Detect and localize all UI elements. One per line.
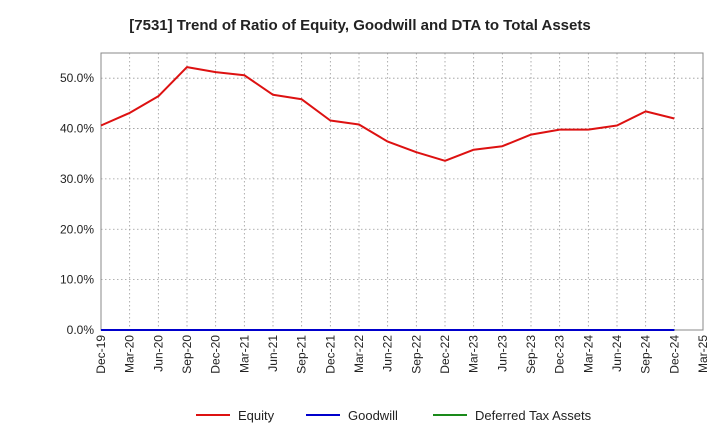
series-line-equity bbox=[100, 66, 675, 162]
series-group bbox=[100, 66, 675, 331]
legend-label-goodwill: Goodwill bbox=[348, 408, 398, 423]
x-tick-label: Mar-25 bbox=[696, 335, 710, 373]
legend-label-deferred-tax-assets: Deferred Tax Assets bbox=[475, 408, 592, 423]
y-tick-label: 50.0% bbox=[60, 71, 94, 85]
chart-title: [7531] Trend of Ratio of Equity, Goodwil… bbox=[129, 17, 590, 34]
x-tick-label: Mar-23 bbox=[467, 335, 481, 373]
x-tick-label: Sep-24 bbox=[639, 335, 653, 374]
x-tick-label: Dec-24 bbox=[667, 335, 681, 374]
x-tick-label: Dec-23 bbox=[553, 335, 567, 374]
x-axis: Dec-19 Mar-20 Jun-20 Sep-20 Dec-20 Mar-21 Jun-… bbox=[94, 335, 710, 374]
x-tick-label: Mar-21 bbox=[237, 335, 251, 373]
x-tick-label: Jun-20 bbox=[151, 335, 165, 372]
plot-area bbox=[100, 52, 704, 331]
x-tick-label: Sep-22 bbox=[409, 335, 423, 374]
legend: Equity Goodwill Deferred Tax Assets bbox=[196, 408, 592, 423]
x-tick-label: Jun-21 bbox=[266, 335, 280, 372]
y-axis: 0.0% 10.0% 20.0% 30.0% 40.0% 50.0% bbox=[60, 71, 94, 337]
x-tick-label: Jun-24 bbox=[610, 335, 624, 372]
x-tick-label: Jun-23 bbox=[495, 335, 509, 372]
y-tick-label: 20.0% bbox=[60, 222, 94, 236]
x-tick-label: Sep-21 bbox=[295, 335, 309, 374]
x-tick-label: Sep-20 bbox=[180, 335, 194, 374]
x-tick-label: Dec-22 bbox=[438, 335, 452, 374]
grid bbox=[101, 53, 703, 330]
x-tick-label: Sep-23 bbox=[524, 335, 538, 374]
y-tick-label: 0.0% bbox=[67, 323, 95, 337]
x-tick-label: Jun-22 bbox=[381, 335, 395, 372]
x-tick-label: Mar-22 bbox=[352, 335, 366, 373]
x-tick-label: Mar-20 bbox=[123, 335, 137, 373]
y-tick-label: 10.0% bbox=[60, 273, 94, 287]
x-tick-label: Dec-19 bbox=[94, 335, 108, 374]
x-tick-label: Dec-20 bbox=[209, 335, 223, 374]
y-tick-label: 30.0% bbox=[60, 172, 94, 186]
x-tick-label: Mar-24 bbox=[581, 335, 595, 373]
legend-label-equity: Equity bbox=[238, 408, 275, 423]
y-tick-label: 40.0% bbox=[60, 122, 94, 136]
x-tick-label: Dec-21 bbox=[323, 335, 337, 374]
